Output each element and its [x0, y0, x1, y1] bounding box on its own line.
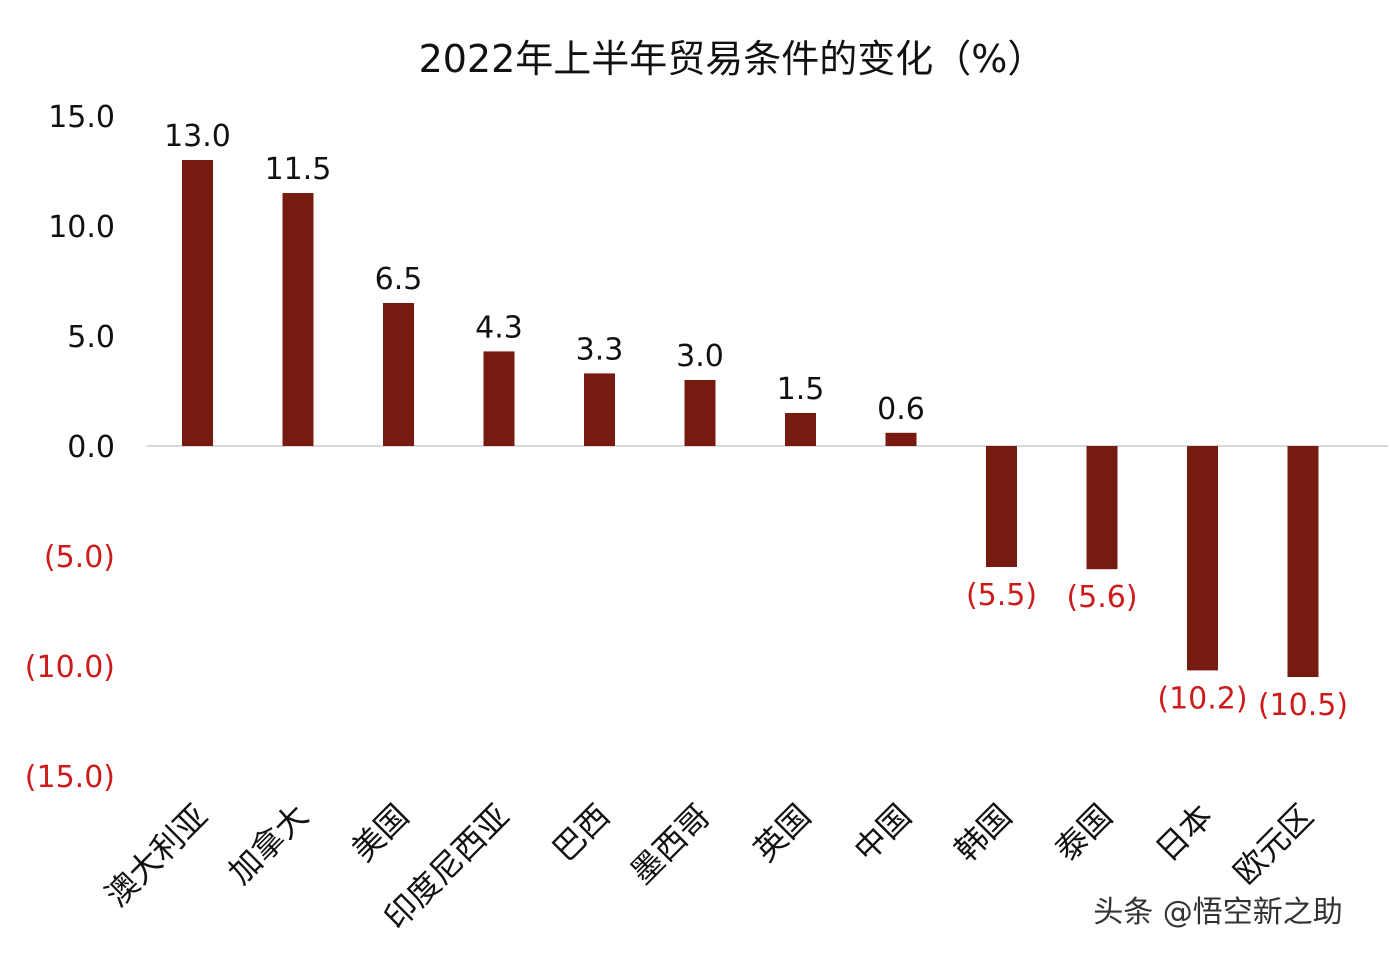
- bar-7: [785, 413, 816, 446]
- x-tick-label: 韩国: [947, 797, 1019, 869]
- data-label: 0.6: [877, 392, 925, 427]
- data-label: (5.5): [966, 578, 1037, 613]
- bar-1: [182, 160, 213, 446]
- data-label: 4.3: [475, 310, 523, 345]
- x-tick-label: 泰国: [1048, 797, 1120, 869]
- data-label: 6.5: [375, 262, 423, 297]
- x-tick-label: 澳大利亚: [98, 797, 215, 914]
- data-label: 1.5: [777, 372, 825, 407]
- bar-4: [483, 351, 515, 446]
- bar-5: [584, 373, 615, 446]
- x-tick-label: 巴西: [545, 797, 617, 869]
- y-tick-label: 5.0: [67, 320, 115, 355]
- x-tick-label: 日本: [1148, 797, 1220, 869]
- chart-title: 2022年上半年贸易条件的变化（%）: [419, 37, 1046, 81]
- data-labels: 13.0 11.5 6.5 4.3 3.3 3.0 1.5 0.6 (5.5) (5.6) (10.…: [164, 119, 1348, 723]
- x-tick-label: 欧元区: [1226, 797, 1321, 892]
- x-tick-label: 美国: [344, 797, 416, 869]
- bar-11: [1187, 446, 1218, 671]
- y-axis: 15.0 10.0 5.0 0.0 (5.0) (10.0) (15.0): [25, 100, 115, 795]
- x-tick-label: 英国: [746, 797, 818, 869]
- data-label: (10.2): [1157, 681, 1247, 716]
- y-tick-label: 10.0: [48, 210, 115, 245]
- bar-6: [684, 380, 716, 446]
- y-tick-label: (15.0): [25, 760, 115, 795]
- data-label: (5.6): [1066, 580, 1137, 615]
- bar-3: [383, 303, 414, 446]
- bar-9: [986, 446, 1017, 567]
- y-tick-label: (5.0): [44, 540, 115, 575]
- data-label: 11.5: [265, 152, 332, 187]
- data-label: 3.3: [576, 332, 624, 367]
- bar-8: [885, 432, 917, 446]
- y-tick-label: 15.0: [48, 100, 115, 135]
- data-label: 3.0: [676, 339, 724, 374]
- bar-12: [1287, 446, 1319, 677]
- bars: [182, 160, 1319, 677]
- bar-10: [1086, 446, 1118, 570]
- x-tick-label: 中国: [847, 797, 919, 869]
- x-tick-label: 加拿大: [221, 797, 316, 892]
- y-tick-label: (10.0): [25, 650, 115, 685]
- data-label: 13.0: [164, 119, 231, 154]
- data-label: (10.5): [1258, 688, 1348, 723]
- watermark: 头条 @悟空新之助: [1093, 895, 1343, 930]
- y-tick-label: 0.0: [67, 430, 115, 465]
- x-tick-label: 墨西哥: [623, 797, 718, 892]
- bar-2: [282, 193, 314, 446]
